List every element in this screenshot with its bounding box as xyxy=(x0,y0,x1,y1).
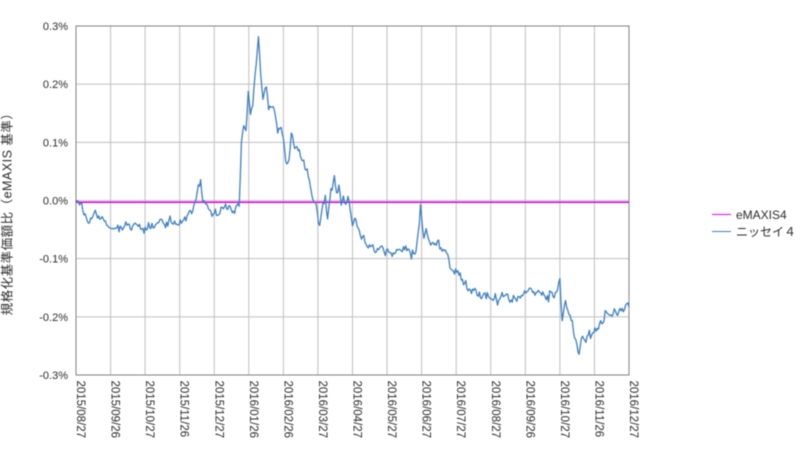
svg-text:-0.1%: -0.1% xyxy=(39,254,68,266)
svg-text:2015/09/26: 2015/09/26 xyxy=(109,381,121,439)
svg-text:2016/11/26: 2016/11/26 xyxy=(592,381,604,438)
svg-text:2016/10/27: 2016/10/27 xyxy=(558,381,570,439)
svg-text:2016/08/27: 2016/08/27 xyxy=(489,381,501,439)
svg-text:2016/07/27: 2016/07/27 xyxy=(454,381,466,439)
svg-text:2016/09/26: 2016/09/26 xyxy=(523,381,535,439)
svg-text:2016/01/26: 2016/01/26 xyxy=(247,381,259,439)
svg-text:2016/04/27: 2016/04/27 xyxy=(351,381,363,439)
svg-text:0.3%: 0.3% xyxy=(43,21,68,33)
svg-text:2016/02/26: 2016/02/26 xyxy=(281,381,293,439)
svg-text:-0.2%: -0.2% xyxy=(39,312,68,324)
svg-text:2015/10/27: 2015/10/27 xyxy=(143,381,155,439)
svg-text:0.0%: 0.0% xyxy=(43,196,68,208)
svg-text:2015/11/26: 2015/11/26 xyxy=(178,381,190,438)
svg-text:2016/05/27: 2016/05/27 xyxy=(385,381,397,439)
svg-text:2015/12/27: 2015/12/27 xyxy=(212,381,224,439)
svg-text:-0.3%: -0.3% xyxy=(39,370,68,382)
svg-text:2016/06/27: 2016/06/27 xyxy=(420,381,432,439)
svg-text:2015/08/27: 2015/08/27 xyxy=(74,381,86,439)
svg-text:2016/03/27: 2016/03/27 xyxy=(316,381,328,439)
svg-text:2016/12/27: 2016/12/27 xyxy=(627,381,639,439)
svg-text:0.2%: 0.2% xyxy=(43,79,68,91)
svg-text:0.1%: 0.1% xyxy=(43,137,68,149)
